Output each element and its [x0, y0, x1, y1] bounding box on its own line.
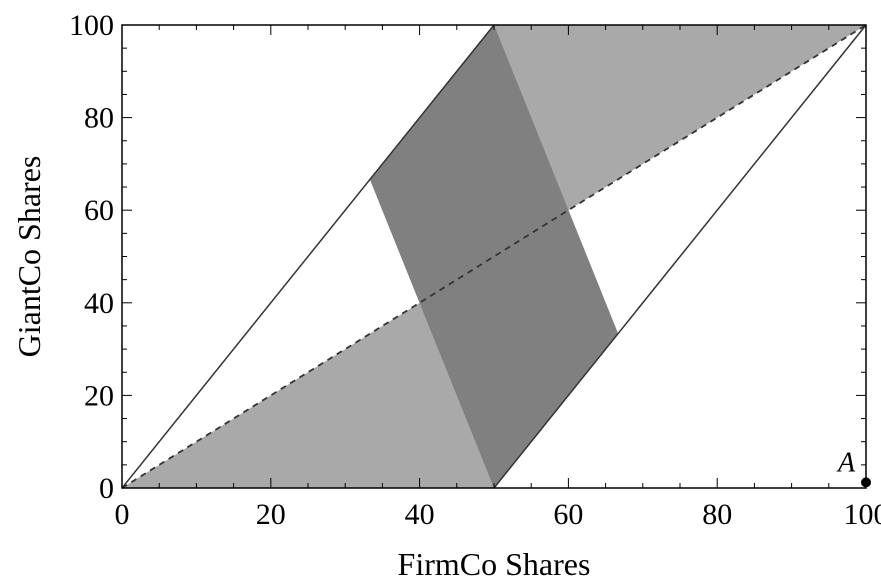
boundary-line-1 — [121, 24, 495, 489]
y-tick-label: 80 — [84, 102, 114, 135]
boundary-lines — [121, 24, 867, 489]
axis-ticks: 0 20 40 60 80 100 0 20 40 60 80 100 — [69, 9, 881, 531]
x-tick-label: 40 — [405, 498, 435, 531]
y-axis-title: GiantCo Shares — [11, 156, 47, 358]
x-tick-label: 20 — [256, 498, 286, 531]
x-tick-label: 60 — [553, 498, 583, 531]
point-a-marker — [861, 477, 871, 488]
y-tick-label: 60 — [84, 194, 114, 227]
diagonal-dashed-line — [121, 24, 867, 489]
point-a-label: A — [836, 447, 856, 478]
x-tick-label: 0 — [115, 498, 130, 531]
boundary-line-2 — [493, 24, 867, 489]
x-axis-title: FirmCo Shares — [398, 546, 591, 582]
y-tick-label: 20 — [84, 379, 114, 412]
x-tick-label: 100 — [844, 498, 881, 531]
y-tick-label: 40 — [84, 287, 114, 320]
y-tick-label: 0 — [99, 472, 114, 505]
x-tick-label: 80 — [702, 498, 732, 531]
region-dark — [369, 25, 619, 488]
y-tick-label: 100 — [69, 9, 114, 42]
shaded-regions — [122, 25, 866, 488]
point-a: A — [836, 447, 871, 488]
